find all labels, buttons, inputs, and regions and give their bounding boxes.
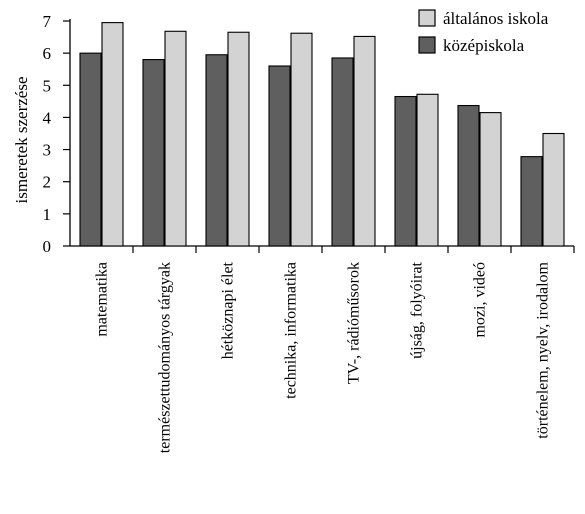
category-label-tortenelem-nyelv-irodalom: történelem, nyelv, irodalom xyxy=(535,261,552,438)
y-ticks: 0 1 2 3 4 5 6 7 xyxy=(43,12,70,256)
bar-kozepiskola-hetkoznapi-elet xyxy=(205,54,228,247)
y-tick-label: 0 xyxy=(43,237,52,256)
legend: általános iskola középiskola xyxy=(418,9,549,55)
y-tick-label: 6 xyxy=(43,44,52,63)
bars xyxy=(79,22,565,247)
bar-altalanos-iskola-tortenelem-nyelv-irodalom xyxy=(542,132,565,247)
bar-kozepiskola-technika-informatika xyxy=(268,65,291,247)
y-axis-label: ismeretek szerzése xyxy=(12,77,31,204)
category-label-technika-informatika: technika, informatika xyxy=(283,262,300,399)
bar-kozepiskola-termeszettudomanyos-targyak xyxy=(142,59,165,247)
bar-altalanos-iskola-technika-informatika xyxy=(290,32,313,247)
bar-kozepiskola-tortenelem-nyelv-irodalom xyxy=(520,156,543,247)
category-label-matematika: matematika xyxy=(94,262,111,337)
y-tick-label: 5 xyxy=(43,76,52,95)
legend-swatch-altalanos-iskola xyxy=(418,9,436,27)
bar-altalanos-iskola-tv-radiomusorok xyxy=(353,35,376,247)
legend-swatch-kozepiskola xyxy=(418,36,436,54)
category-label-ujsag-folyoirat: újság, folyóirat xyxy=(409,261,426,358)
x-categories: matematika természettudományos tárgyak hét… xyxy=(94,246,575,453)
y-tick-label: 3 xyxy=(43,141,52,160)
category-label-mozi-video: mozi, videó xyxy=(472,262,489,338)
y-tick-label: 7 xyxy=(43,12,52,31)
category-label-termeszettudomanyos-targyak: természettudományos tárgyak xyxy=(157,262,174,453)
bar-kozepiskola-ujsag-folyoirat xyxy=(394,95,417,247)
category-label-hetkoznapi-elet: hétköznapi élet xyxy=(220,261,237,359)
category-label-tv-radiomusorok: TV-, rádióműsorok xyxy=(346,262,363,384)
bar-altalanos-iskola-termeszettudomanyos-targyak xyxy=(164,30,187,247)
bar-kozepiskola-tv-radiomusorok xyxy=(331,57,354,247)
bar-kozepiskola-matematika xyxy=(79,52,102,247)
y-tick-label: 4 xyxy=(43,108,52,127)
legend-label-altalanos-iskola: általános iskola xyxy=(443,9,549,28)
legend-label-kozepiskola: középiskola xyxy=(443,36,525,55)
bar-altalanos-iskola-matematika xyxy=(101,22,124,247)
y-tick-label: 1 xyxy=(43,205,52,224)
y-tick-label: 2 xyxy=(43,173,52,192)
bar-altalanos-iskola-hetkoznapi-elet xyxy=(227,31,250,247)
bar-kozepiskola-mozi-video xyxy=(457,104,480,247)
bar-altalanos-iskola-mozi-video xyxy=(479,112,502,247)
bar-altalanos-iskola-ujsag-folyoirat xyxy=(416,93,439,247)
